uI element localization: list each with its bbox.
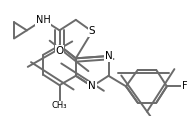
Text: N: N (105, 51, 112, 61)
Text: CH₃: CH₃ (52, 101, 67, 110)
Text: O: O (55, 46, 64, 56)
Text: F: F (181, 81, 187, 91)
Text: N: N (88, 81, 96, 91)
Text: S: S (89, 27, 95, 37)
Text: NH: NH (36, 15, 51, 25)
